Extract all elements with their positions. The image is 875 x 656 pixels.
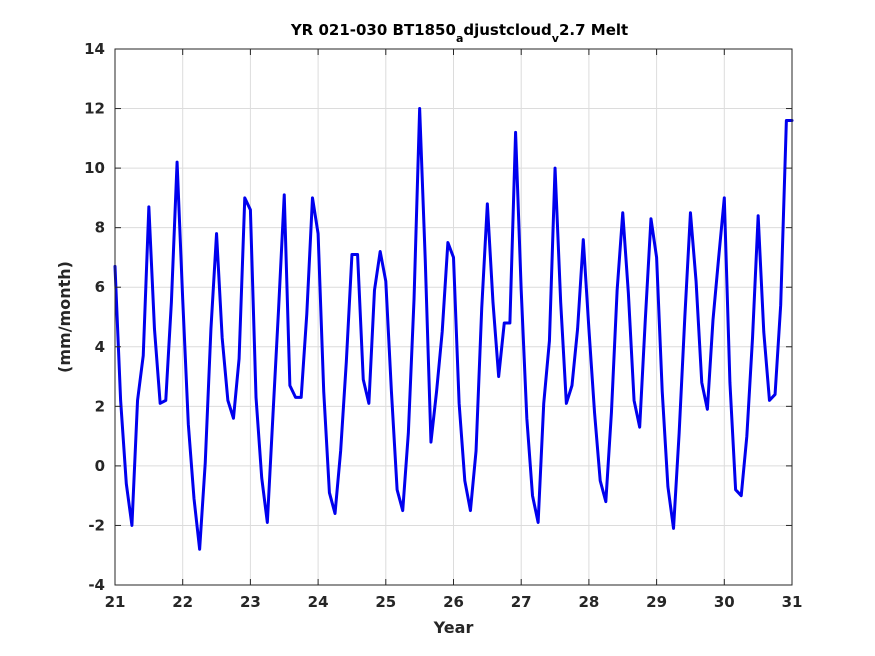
x-tick-label: 25 (375, 593, 396, 611)
y-tick-label: 6 (95, 278, 105, 296)
x-tick-label: 31 (782, 593, 803, 611)
y-tick-label: 8 (95, 219, 105, 237)
y-tick-label: -4 (88, 576, 105, 594)
y-tick-label: 2 (95, 397, 105, 415)
x-tick-label: 26 (443, 593, 464, 611)
x-tick-label: 27 (511, 593, 532, 611)
y-axis-label: (mm/month) (55, 261, 74, 373)
x-tick-label: 24 (308, 593, 329, 611)
x-tick-label: 22 (172, 593, 193, 611)
series-line (113, 107, 794, 551)
series-layer (113, 107, 794, 551)
y-tick-label: 14 (84, 40, 105, 58)
x-tick-label: 23 (240, 593, 261, 611)
y-tick-label: 4 (95, 338, 105, 356)
x-axis-label: Year (433, 618, 474, 637)
y-tick-label: 10 (84, 159, 105, 177)
x-tick-label: 21 (105, 593, 126, 611)
x-tick-label: 30 (714, 593, 735, 611)
y-tick-label: -2 (88, 516, 105, 534)
y-tick-label: 12 (84, 100, 105, 118)
x-tick-label: 28 (578, 593, 599, 611)
x-tick-label: 29 (646, 593, 667, 611)
chart-title: YR 021-030 BT1850adjustcloudv2.7 Melt (290, 21, 628, 45)
ticks (114, 48, 793, 586)
y-tick-label: 0 (95, 457, 105, 475)
